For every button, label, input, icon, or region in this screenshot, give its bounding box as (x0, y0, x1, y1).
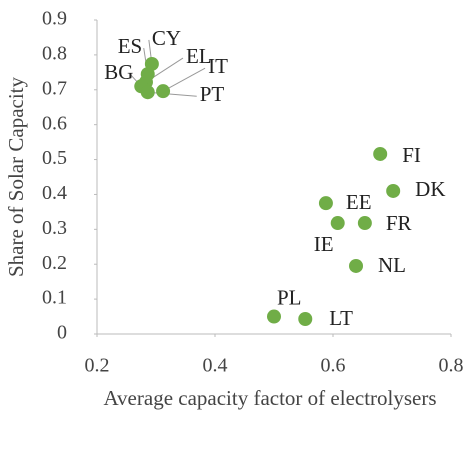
y-tick-label: 0.6 (42, 112, 67, 134)
point (298, 311, 313, 326)
point (357, 216, 372, 231)
point-label: EL (186, 44, 212, 68)
y-tick-label: 0 (57, 322, 67, 344)
y-tick-label: 0.5 (42, 147, 67, 169)
x-tick-label: 0.6 (321, 355, 346, 377)
point (373, 146, 388, 161)
x-tick-label: 0.2 (85, 355, 110, 377)
y-tick-label: 0.4 (42, 182, 67, 204)
y-axis-label: Share of Solar Capacity (4, 76, 28, 277)
point (318, 196, 333, 211)
point-label: PL (277, 285, 302, 309)
point-label: LT (329, 306, 353, 330)
x-tick-label: 0.4 (203, 355, 228, 377)
point-label: IT (208, 54, 228, 78)
x-axis-label: Average capacity factor of electrolysers (103, 386, 437, 410)
point-label: DK (415, 177, 445, 201)
point-label: NL (378, 253, 406, 277)
y-tick-label: 0.2 (42, 252, 67, 274)
point (386, 183, 401, 198)
point (349, 258, 364, 273)
y-tick-label: 0.7 (42, 77, 67, 99)
point-label: EE (346, 190, 372, 214)
leader-line (162, 67, 206, 92)
y-tick-label: 0.3 (42, 217, 67, 239)
point-label: FI (402, 143, 421, 167)
x-tick-label: 0.8 (439, 355, 464, 377)
point-label: CY (152, 26, 181, 50)
point-label: ES (118, 34, 143, 58)
point-label: IE (314, 232, 334, 256)
y-tick-label: 0.9 (42, 8, 67, 30)
point (267, 309, 281, 324)
point-label: BG (104, 60, 133, 84)
point-label: FR (386, 211, 412, 235)
point (330, 216, 345, 231)
y-tick-label: 0.8 (42, 42, 67, 64)
point-label: PT (200, 82, 225, 106)
y-tick-label: 0.1 (42, 287, 67, 309)
leader-line (147, 91, 197, 97)
point (156, 84, 171, 99)
point (140, 85, 155, 100)
